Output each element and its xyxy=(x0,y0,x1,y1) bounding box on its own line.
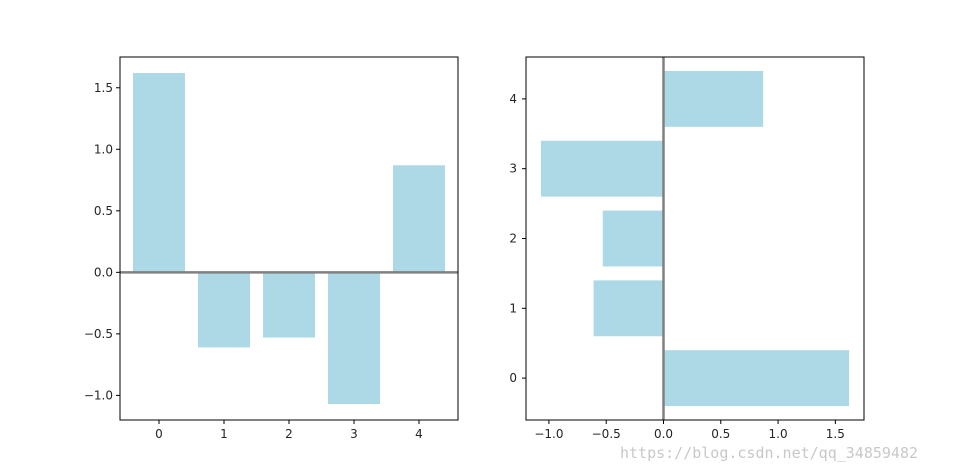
bar-2 xyxy=(263,272,315,338)
y-tick-label-2: 2 xyxy=(509,232,517,246)
watermark-text: https://blog.csdn.net/qq_34859482 xyxy=(620,444,918,462)
bar-1 xyxy=(593,280,664,337)
bar-0 xyxy=(133,72,185,273)
x-tick-label-4: 4 xyxy=(415,427,423,441)
y-tick-label-0: −1.0 xyxy=(84,388,113,402)
y-tick-label-0: 0 xyxy=(509,371,517,385)
x-tick-label-0: −1.0 xyxy=(534,427,563,441)
bar-3 xyxy=(540,140,664,197)
bar-4 xyxy=(393,165,445,273)
x-tick-label-2: 2 xyxy=(285,427,293,441)
bar-3 xyxy=(328,272,380,405)
y-tick-label-4: 1.0 xyxy=(94,142,113,156)
bar-2 xyxy=(602,210,664,267)
x-tick-label-3: 3 xyxy=(350,427,358,441)
y-tick-label-3: 3 xyxy=(509,162,517,176)
x-tick-label-4: 1.0 xyxy=(769,427,788,441)
y-tick-label-1: −0.5 xyxy=(84,327,113,341)
x-tick-label-3: 0.5 xyxy=(711,427,730,441)
y-tick-label-5: 1.5 xyxy=(94,81,113,95)
horizontal-bar-chart: −1.0 −0.5 0.0 0.5 1.0 1.5 0 1 2 3 4 xyxy=(509,56,865,441)
bar-4 xyxy=(663,70,764,127)
y-tick-label-4: 4 xyxy=(509,92,517,106)
x-tick-label-5: 1.5 xyxy=(826,427,845,441)
y-tick-label-2: 0.0 xyxy=(94,265,113,279)
x-tick-label-1: −0.5 xyxy=(592,427,621,441)
x-tick-label-2: 0.0 xyxy=(654,427,673,441)
vertical-bar-chart: 0 1 2 3 4 −1.0 −0.5 0.0 0.5 1.0 1.5 xyxy=(84,56,459,441)
x-tick-label-0: 0 xyxy=(155,427,163,441)
bar-0 xyxy=(663,350,850,407)
bar-1 xyxy=(198,272,250,348)
x-tick-label-1: 1 xyxy=(220,427,228,441)
y-tick-label-1: 1 xyxy=(509,301,517,315)
y-tick-label-3: 0.5 xyxy=(94,204,113,218)
